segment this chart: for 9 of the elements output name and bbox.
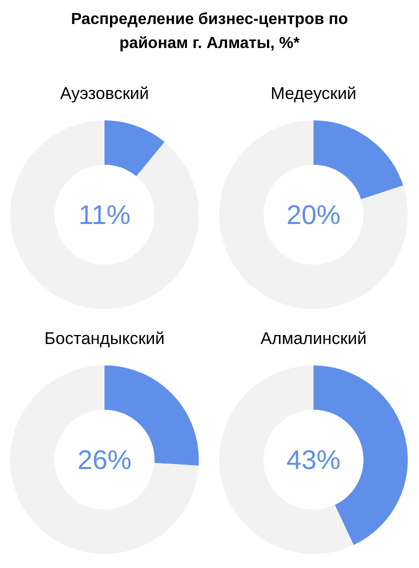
chart-title: Бостандыкский	[44, 328, 165, 348]
text: 26%	[77, 445, 132, 476]
text: Распределение бизнес-центров по районам г. Алматы, %*	[70, 10, 350, 54]
text: 20%	[286, 200, 341, 230]
chart-title: Медеуский	[270, 84, 356, 103]
text: 43%	[286, 445, 341, 476]
chart-title: Ауэзовский	[60, 84, 149, 103]
chart-title: Алмалинский	[260, 328, 367, 348]
text: 11%	[78, 200, 131, 230]
